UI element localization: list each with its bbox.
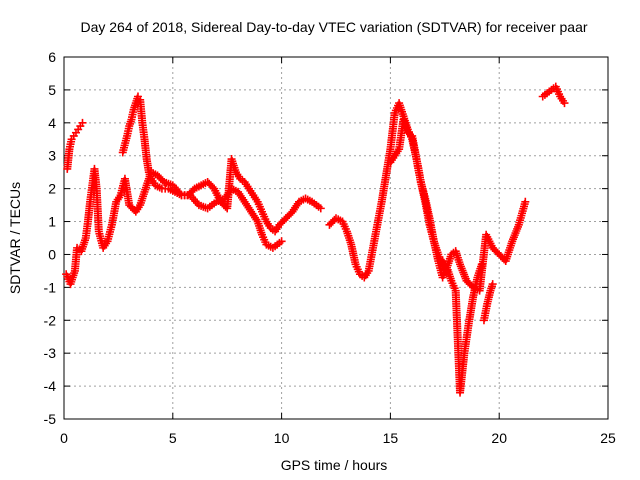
- y-tick-label: 2: [48, 181, 56, 197]
- x-tick-label: 20: [491, 430, 507, 446]
- series-arc-7: [479, 280, 497, 325]
- y-tick-label: 0: [48, 246, 56, 262]
- y-tick-label: -2: [44, 312, 57, 328]
- series-arc-8: [538, 82, 569, 108]
- y-tick-label: -1: [44, 279, 57, 295]
- y-tick-label: 4: [48, 115, 56, 131]
- data-point: [560, 99, 569, 108]
- x-tick-label: 25: [600, 430, 616, 446]
- y-tick-label: 3: [48, 148, 56, 164]
- data-point: [488, 280, 497, 289]
- chart-title: Day 264 of 2018, Sidereal Day-to-day VTE…: [80, 19, 587, 35]
- axis-ticks: 0 5 10 15 20 25 -5 -4 -3 -2 -1 0 1 2 3 4 5 6: [44, 49, 616, 446]
- x-tick-label: 15: [383, 430, 399, 446]
- data-point: [277, 237, 286, 246]
- series-arc-3: [118, 92, 325, 236]
- data-point: [316, 204, 325, 213]
- y-tick-label: 5: [48, 82, 56, 98]
- y-tick-label: 1: [48, 214, 56, 230]
- data-point: [477, 260, 486, 269]
- data-points: [62, 82, 569, 397]
- series-arc-1: [63, 118, 87, 173]
- x-tick-label: 10: [274, 430, 290, 446]
- plot-frame: [63, 56, 609, 420]
- x-tick-label: 5: [169, 430, 177, 446]
- series-arc-6: [438, 257, 486, 397]
- y-tick-label: -4: [44, 378, 57, 394]
- y-tick-label: 6: [48, 49, 56, 65]
- grid-lines: [64, 57, 608, 419]
- x-tick-label: 0: [60, 430, 68, 446]
- y-tick-label: -5: [44, 411, 57, 427]
- x-axis-label: GPS time / hours: [281, 457, 388, 473]
- y-axis-label: SDTVAR / TECUs: [7, 182, 23, 294]
- y-tick-label: -3: [44, 345, 57, 361]
- data-point: [78, 118, 87, 127]
- data-point: [521, 197, 530, 206]
